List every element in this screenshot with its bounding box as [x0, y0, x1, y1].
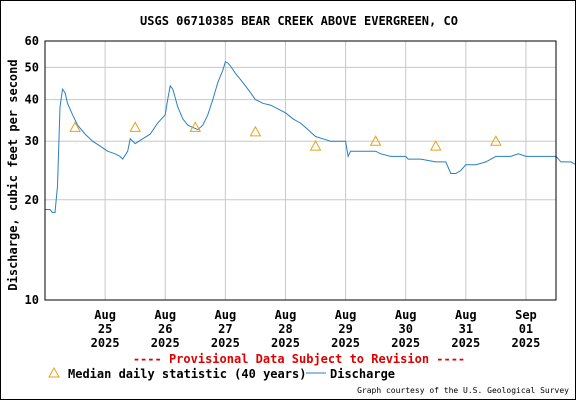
x-tick-label: 30	[398, 322, 412, 336]
chart-title: USGS 06710385 BEAR CREEK ABOVE EVERGREEN…	[140, 14, 458, 28]
x-tick-labels: Aug252025Aug262025Aug272025Aug282025Aug2…	[91, 308, 541, 350]
grid-lines	[45, 40, 556, 301]
legend-median-label: Median daily statistic (40 years)	[68, 367, 306, 381]
y-tick-label: 10	[25, 293, 39, 307]
x-tick-label: 27	[218, 322, 232, 336]
x-tick-label: 2025	[211, 336, 240, 350]
x-tick-label: 28	[278, 322, 292, 336]
median-marker	[129, 121, 142, 132]
y-tick-labels: 10 20 30 40 50 60	[25, 34, 39, 307]
median-marker	[189, 121, 202, 132]
x-tick-label: 2025	[331, 336, 360, 350]
x-tick-label: Aug	[215, 308, 237, 322]
x-tick-label: 26	[158, 322, 172, 336]
plot-area	[44, 40, 557, 301]
x-tick-label: 2025	[451, 336, 480, 350]
credit-text: Graph courtesy of the U.S. Geological Su…	[357, 386, 569, 395]
x-tick-label: 2025	[151, 336, 180, 350]
median-marker	[69, 121, 81, 132]
x-tick-label: 2025	[511, 336, 540, 350]
y-tick-label: 60	[25, 34, 39, 48]
median-marker	[490, 135, 502, 146]
legend-median-triangle-icon	[48, 366, 60, 378]
x-tick-label: Aug	[395, 308, 417, 322]
x-tick-label: 2025	[271, 336, 300, 350]
y-tick-label: 50	[25, 60, 39, 74]
provisional-notice: ---- Provisional Data Subject to Revisio…	[133, 352, 465, 366]
x-tick-label: Aug	[455, 308, 477, 322]
y-axis-label: Discharge, cubic feet per second	[6, 59, 20, 290]
legend-discharge-label: Discharge	[330, 367, 395, 381]
y-tick-label: 30	[25, 134, 39, 148]
x-tick-label: 29	[338, 322, 352, 336]
median-marker	[249, 125, 262, 137]
x-tick-label: Sep	[515, 308, 537, 322]
x-tick-label: Aug	[94, 308, 116, 322]
x-tick-label: 2025	[91, 336, 120, 350]
series-layer	[45, 60, 575, 214]
median-marker	[429, 140, 442, 151]
x-tick-label: 2025	[391, 336, 420, 350]
y-tick-label: 20	[25, 193, 39, 207]
median-marker	[369, 135, 382, 146]
median-marker	[309, 140, 322, 151]
discharge-line	[45, 60, 575, 214]
y-tick-label: 40	[25, 93, 39, 107]
x-tick-label: Aug	[335, 308, 357, 322]
x-tick-label: 01	[519, 322, 533, 336]
x-tick-label: 31	[459, 322, 473, 336]
x-tick-label: Aug	[154, 308, 176, 322]
x-tick-label: 25	[98, 322, 112, 336]
x-tick-label: Aug	[275, 308, 297, 322]
